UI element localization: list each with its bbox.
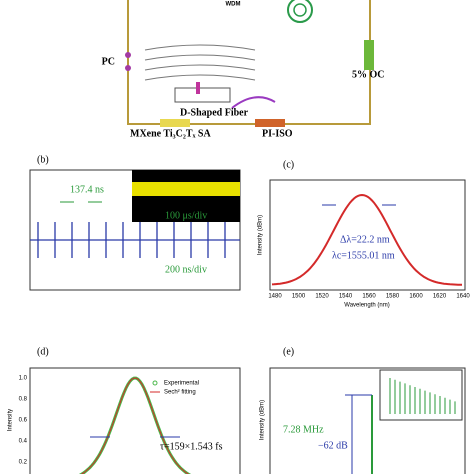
autocorrelation (78, 376, 192, 474)
annotation: −62 dB (318, 440, 348, 451)
axis-label: Intensity (dBm) (258, 215, 264, 255)
frame (29, 367, 241, 474)
label: D-Shaped Fiber (180, 107, 249, 118)
x-tick-label: 1580 (386, 294, 400, 300)
x-tick-label: 1520 (315, 294, 329, 300)
legend-entry: Sech² fitting (164, 390, 196, 396)
x-tick-label: 1560 (362, 294, 376, 300)
axis-label: Wavelength (nm) (344, 303, 389, 309)
x-tick-label: 1540 (339, 294, 353, 300)
annotation: λc=1555.01 nm (332, 250, 395, 261)
annotation: 100 μs/div (165, 210, 207, 221)
arrow (345, 394, 372, 474)
label: 5% OC (352, 69, 385, 80)
inset (379, 369, 463, 421)
label: PI-ISO (262, 128, 293, 139)
axis-label: Intensity (dBm) (260, 400, 266, 440)
y-tick-label: 0.4 (19, 439, 28, 445)
frame (269, 367, 466, 474)
x-tick-label: 1480 (268, 294, 282, 300)
legend-marker (152, 380, 158, 386)
frame (269, 179, 466, 291)
panel-label: (e) (283, 346, 294, 357)
annotation: 7.28 MHz (283, 424, 324, 435)
panel-label: (d) (37, 346, 49, 357)
pulse-train (30, 222, 240, 258)
x-tick-label: 1500 (292, 294, 306, 300)
annotation: 137.4 ns (70, 184, 104, 195)
y-tick-label: 1.0 (19, 376, 28, 382)
setup-diagram (125, 0, 374, 127)
label: MXene Ti₃C₂Tₓ SA (130, 128, 211, 139)
axis-label: Intensity (8, 409, 14, 431)
spectrum (271, 193, 462, 286)
label: PC (102, 56, 115, 67)
label: WDM (226, 2, 241, 8)
y-tick-label: 0.8 (19, 397, 28, 403)
annotation: τ=159×1.543 fs (160, 441, 223, 452)
panel-label: (c) (283, 159, 294, 170)
x-tick-label: 1620 (433, 294, 447, 300)
fit (80, 377, 190, 474)
annotation: Δλ=22.2 nm (340, 234, 390, 245)
x-tick-label: 1640 (456, 294, 470, 300)
x-tick-label: 1600 (409, 294, 423, 300)
legend-entry: Experimental (164, 381, 199, 387)
y-tick-label: 0.6 (19, 418, 28, 424)
inset-peaks (389, 378, 456, 414)
y-tick-label: 0.2 (19, 460, 28, 466)
annotation: 200 ns/div (165, 264, 207, 275)
inset-trace (132, 182, 240, 196)
panel-label: (b) (37, 154, 49, 165)
